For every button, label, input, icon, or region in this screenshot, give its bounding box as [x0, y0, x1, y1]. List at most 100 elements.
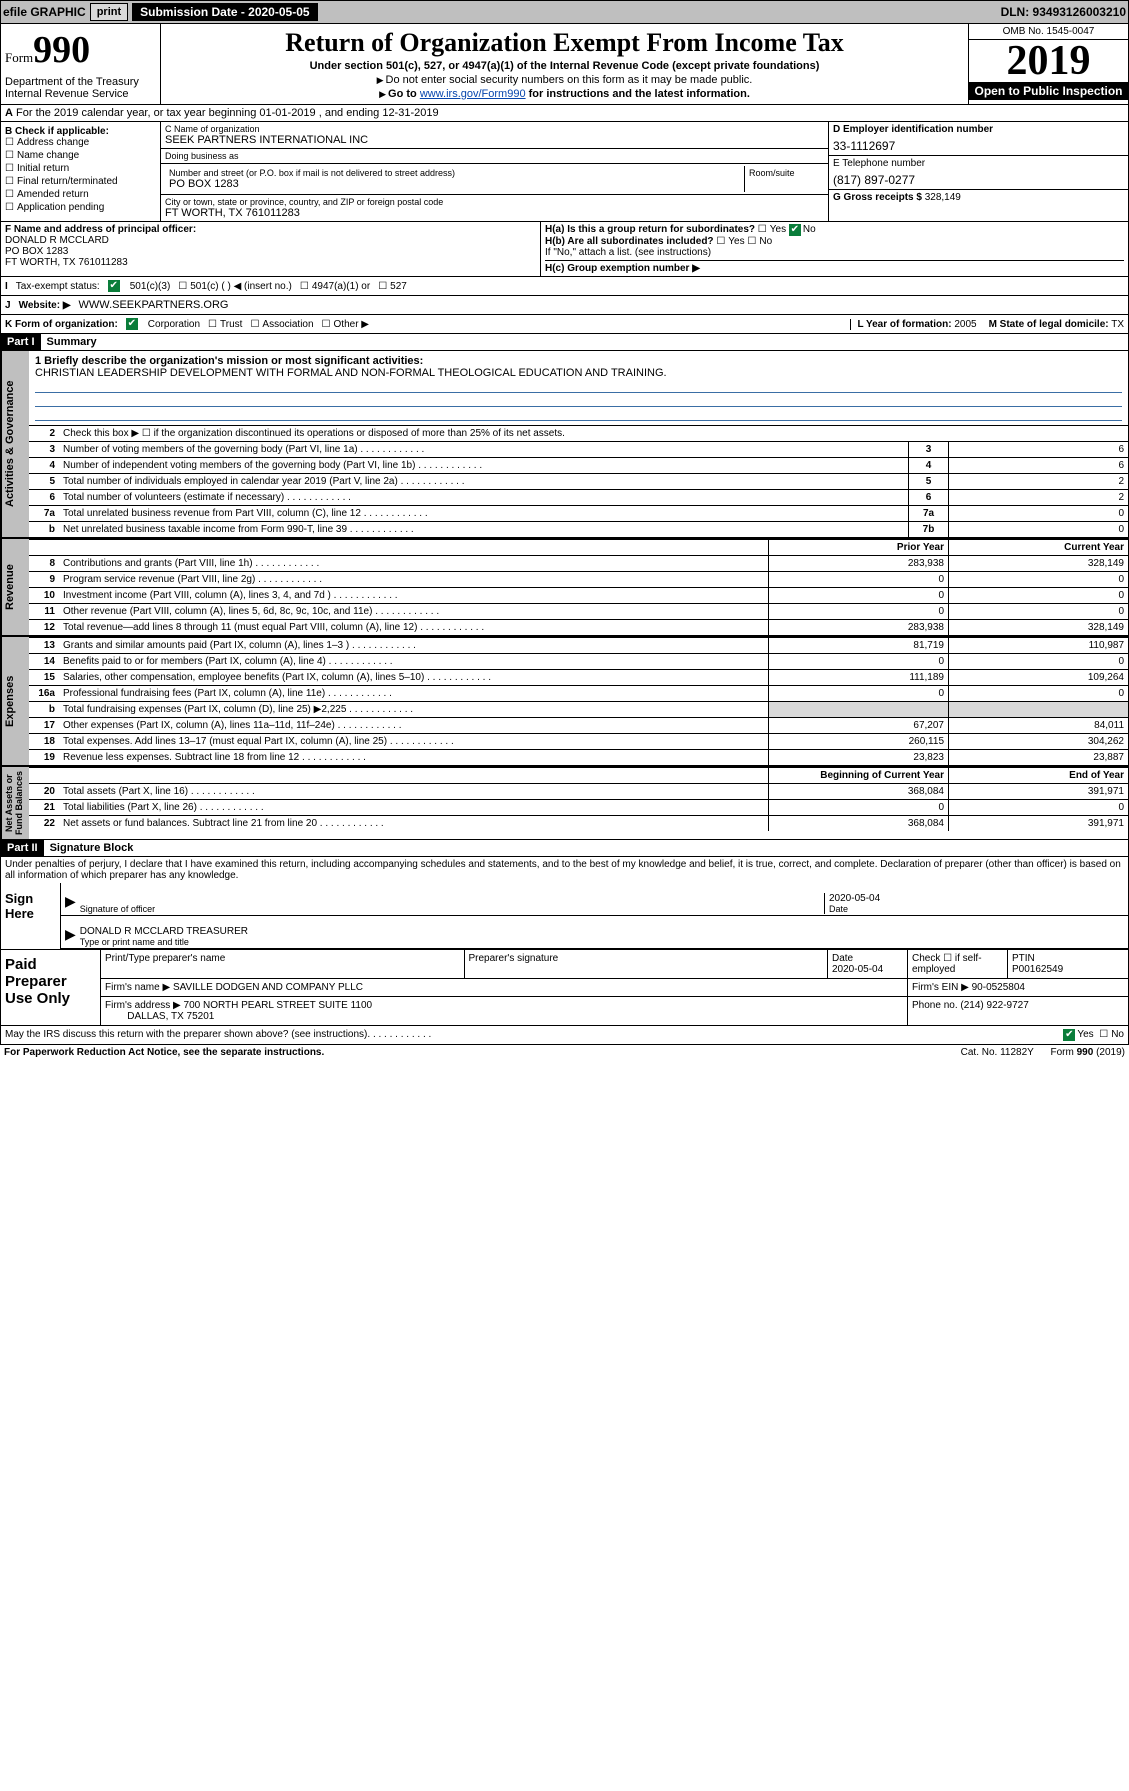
goto-post: for instructions and the latest informat…	[526, 88, 750, 100]
chk-application-pending[interactable]: Application pending	[5, 202, 156, 213]
k-label: K Form of organization:	[5, 319, 118, 330]
phone-value: (817) 897-0277	[833, 173, 1124, 187]
firm-phone: (214) 922-9727	[960, 1000, 1028, 1011]
ha-yes[interactable]: Yes	[758, 224, 786, 235]
top-toolbar: efile GRAPHIC print Submission Date - 20…	[0, 0, 1129, 24]
discuss-row: May the IRS discuss this return with the…	[0, 1026, 1129, 1045]
dept-treasury: Department of the Treasury Internal Reve…	[5, 76, 156, 100]
hc-label: H(c) Group exemption number ▶	[545, 263, 700, 274]
open-to-public: Open to Public Inspection	[969, 82, 1128, 100]
tax-year: 2019	[969, 40, 1128, 82]
tax-status-row: I Tax-exempt status: 501(c)(3) 501(c) ( …	[0, 277, 1129, 296]
website-value: WWW.SEEKPARTNERS.ORG	[79, 299, 229, 311]
city-label: City or town, state or province, country…	[165, 197, 824, 207]
officer-name: DONALD R MCCLARD	[5, 235, 109, 246]
chk-501c[interactable]: 501(c) ( ) ◀ (insert no.)	[178, 281, 292, 292]
sig-officer-label: Signature of officer	[80, 904, 824, 914]
chk-assoc[interactable]: Association	[250, 319, 313, 330]
form-org-row: K Form of organization: Corporation Trus…	[0, 315, 1129, 334]
chk-4947[interactable]: 4947(a)(1) or	[300, 281, 370, 292]
chk-trust[interactable]: Trust	[208, 319, 242, 330]
table-row: 15Salaries, other compensation, employee…	[29, 669, 1128, 685]
mission-label: 1 Briefly describe the organization's mi…	[35, 355, 423, 367]
print-button[interactable]: print	[90, 3, 128, 21]
chk-501c3: 501(c)(3)	[130, 281, 171, 292]
paid-label: Paid Preparer Use Only	[1, 950, 101, 1025]
chk-corp: Corporation	[148, 319, 200, 330]
part1-badge: Part I	[1, 334, 41, 350]
side-revenue: Revenue	[1, 539, 29, 635]
firm-ein: 90-0525804	[972, 982, 1025, 993]
sig-date-label: Date	[829, 904, 1124, 914]
city-value: FT WORTH, TX 761011283	[165, 207, 824, 219]
b-label: B Check if applicable:	[5, 126, 109, 137]
firm-addr1: 700 NORTH PEARL STREET SUITE 1100	[184, 1000, 373, 1011]
side-expenses: Expenses	[1, 637, 29, 765]
sign-here-label: Sign Here	[1, 883, 61, 949]
part1-header: Part I Summary	[0, 334, 1129, 351]
org-name-label: C Name of organization	[165, 124, 824, 134]
form-header: Form990 Department of the Treasury Inter…	[0, 24, 1129, 105]
prep-date: 2020-05-04	[832, 964, 903, 975]
officer-group-section: F Name and address of principal officer:…	[0, 222, 1129, 277]
discuss-no[interactable]: No	[1099, 1029, 1124, 1040]
firm-ein-label: Firm's EIN ▶	[912, 982, 969, 993]
discuss-text: May the IRS discuss this return with the…	[5, 1029, 367, 1041]
website-row: J Website: ▶ WWW.SEEKPARTNERS.ORG	[0, 296, 1129, 315]
chk-name-change[interactable]: Name change	[5, 150, 156, 161]
part1-title: Summary	[41, 336, 97, 348]
chk-final-return[interactable]: Final return/terminated	[5, 176, 156, 187]
ha-no: No	[803, 224, 816, 235]
discuss-yes-checked	[1063, 1029, 1077, 1040]
table-row: 3Number of voting members of the governi…	[29, 441, 1128, 457]
chk-corp-checked	[126, 318, 140, 330]
ha-label: H(a) Is this a group return for subordin…	[545, 224, 755, 235]
activities-governance-section: Activities & Governance 1 Briefly descri…	[0, 351, 1129, 538]
table-row: 16aProfessional fundraising fees (Part I…	[29, 685, 1128, 701]
entity-section: B Check if applicable: Address change Na…	[0, 122, 1129, 222]
chk-527[interactable]: 527	[378, 281, 407, 292]
chk-501c3-checked	[108, 280, 122, 292]
room-label: Room/suite	[749, 168, 820, 178]
table-row: 14Benefits paid to or for members (Part …	[29, 653, 1128, 669]
part2-header: Part II Signature Block	[0, 840, 1129, 857]
table-row: 7aTotal unrelated business revenue from …	[29, 505, 1128, 521]
m-label: M State of legal domicile:	[989, 319, 1109, 330]
mission-text: CHRISTIAN LEADERSHIP DEVELOPMENT WITH FO…	[35, 367, 667, 379]
table-row: 22Net assets or fund balances. Subtract …	[29, 815, 1128, 831]
dln-label: DLN: 93493126003210	[1001, 5, 1126, 19]
line2-text: Check this box ▶ ☐ if the organization d…	[59, 426, 1128, 441]
firm-addr2: DALLAS, TX 75201	[127, 1011, 214, 1022]
officer-city: FT WORTH, TX 761011283	[5, 257, 128, 268]
table-row: 17Other expenses (Part IX, column (A), l…	[29, 717, 1128, 733]
sig-date: 2020-05-04	[829, 893, 1124, 904]
phone-label: E Telephone number	[833, 158, 925, 169]
part2-badge: Part II	[1, 840, 44, 856]
hb-yes[interactable]: Yes	[716, 236, 744, 247]
period-row: A For the 2019 calendar year, or tax yea…	[0, 105, 1129, 122]
firm-name-label: Firm's name ▶	[105, 982, 170, 993]
hb-no[interactable]: No	[747, 236, 772, 247]
chk-amended-return[interactable]: Amended return	[5, 189, 156, 200]
chk-address-change[interactable]: Address change	[5, 137, 156, 148]
col-curr: Current Year	[948, 540, 1128, 555]
table-row: bNet unrelated business taxable income f…	[29, 521, 1128, 537]
hb-note: If "No," attach a list. (see instruction…	[545, 247, 1124, 258]
side-netassets: Net Assets or Fund Balances	[1, 767, 29, 839]
street-value: PO BOX 1283	[169, 178, 740, 190]
website-label: Website: ▶	[19, 300, 71, 311]
irs-link[interactable]: www.irs.gov/Form990	[420, 88, 526, 100]
firm-addr-label: Firm's address ▶	[105, 1000, 181, 1011]
org-name: SEEK PARTNERS INTERNATIONAL INC	[165, 134, 824, 146]
prep-self-emp: Check ☐ if self-employed	[908, 950, 1008, 978]
chk-other[interactable]: Other ▶	[322, 319, 369, 330]
prep-date-label: Date	[832, 953, 903, 964]
efile-label: efile GRAPHIC	[3, 5, 86, 19]
chk-initial-return[interactable]: Initial return	[5, 163, 156, 174]
ein-label: D Employer identification number	[833, 124, 993, 135]
ptin-label: PTIN	[1012, 953, 1124, 964]
exempt-label: Tax-exempt status:	[16, 281, 100, 292]
table-row: 21Total liabilities (Part X, line 26)00	[29, 799, 1128, 815]
l-label: L Year of formation:	[857, 319, 951, 330]
pra-notice: For Paperwork Reduction Act Notice, see …	[4, 1047, 324, 1058]
